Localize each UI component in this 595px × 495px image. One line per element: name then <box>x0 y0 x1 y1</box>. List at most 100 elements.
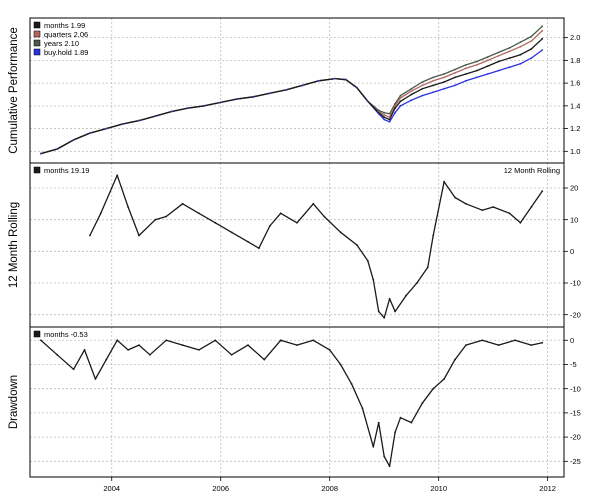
data-point <box>99 212 102 215</box>
data-point <box>530 206 533 208</box>
series-line-1 <box>40 38 543 155</box>
data-point <box>394 111 396 114</box>
y-tick-label: 1.2 <box>570 124 580 133</box>
data-point <box>247 344 249 346</box>
data-point <box>252 95 255 98</box>
data-point <box>383 118 386 121</box>
data-point <box>116 339 119 342</box>
data-point <box>312 202 315 205</box>
data-point <box>530 57 533 59</box>
data-point <box>465 67 467 70</box>
data-point <box>486 56 489 58</box>
panel-3: -25 -20 -15 -10 -5 0 Drawdown months -0.53 2004 2… <box>8 326 581 493</box>
y-tick-label: 10 <box>570 215 578 224</box>
data-point <box>230 231 233 234</box>
data-point <box>356 86 358 89</box>
legend-swatch <box>33 39 41 47</box>
data-point <box>432 76 435 79</box>
x-tick-label: 2008 <box>321 484 338 493</box>
data-point <box>301 84 304 87</box>
y-tick-label: 1.8 <box>570 56 580 65</box>
data-point <box>519 221 522 224</box>
data-point <box>138 234 140 237</box>
data-point <box>388 465 391 468</box>
data-point <box>383 455 386 458</box>
data-point <box>377 421 380 424</box>
x-tick-label: 2004 <box>103 484 120 493</box>
data-point <box>465 344 467 346</box>
data-point <box>268 92 271 95</box>
data-point <box>481 339 484 342</box>
data-point <box>454 68 456 71</box>
data-point <box>383 116 386 119</box>
data-point <box>154 115 157 117</box>
data-point <box>519 62 522 65</box>
data-point <box>421 87 424 90</box>
y-tick-label: 0 <box>570 336 574 345</box>
data-point <box>198 349 200 351</box>
data-point <box>388 112 391 115</box>
data-point <box>475 76 478 79</box>
data-point <box>399 94 402 97</box>
data-point <box>170 110 173 113</box>
y-tick-label: 1.6 <box>570 79 580 88</box>
data-point <box>110 187 113 189</box>
legend-swatch <box>33 48 41 56</box>
data-point <box>89 132 91 135</box>
data-point <box>492 206 495 208</box>
data-point <box>230 353 233 356</box>
data-point <box>486 73 489 75</box>
data-point <box>432 387 435 390</box>
data-point <box>519 41 522 44</box>
data-point <box>394 310 396 313</box>
data-point <box>454 76 456 79</box>
data-point <box>339 363 342 366</box>
data-point <box>454 72 456 74</box>
y-tick-label: -25 <box>570 457 581 466</box>
data-point <box>247 240 249 243</box>
data-point <box>138 344 140 346</box>
data-point <box>508 47 511 49</box>
data-point <box>454 196 456 199</box>
data-point <box>94 378 97 380</box>
data-point <box>508 57 511 59</box>
data-point <box>475 60 478 63</box>
panel-annotation: 12 Month Rolling <box>504 166 560 175</box>
data-point <box>323 215 326 218</box>
y-tick-label: 20 <box>570 184 578 193</box>
data-point <box>388 297 391 300</box>
data-point <box>356 244 358 246</box>
data-point <box>454 358 456 361</box>
data-point <box>399 416 402 419</box>
data-point <box>465 64 467 66</box>
data-point <box>312 339 315 342</box>
data-point <box>285 89 287 91</box>
legend-label: quarters 2.06 <box>44 30 88 39</box>
data-point <box>421 94 424 97</box>
data-point <box>481 209 484 212</box>
data-point <box>279 339 282 342</box>
data-point <box>394 107 396 109</box>
data-point <box>138 119 140 122</box>
y-tick-label: 0 <box>570 247 574 256</box>
data-point <box>443 378 445 380</box>
data-point <box>421 84 424 87</box>
data-point <box>383 316 386 319</box>
legend-label: years 2.10 <box>44 39 79 48</box>
data-point <box>361 407 364 409</box>
y-tick-label: -20 <box>570 433 581 442</box>
data-point <box>399 104 402 107</box>
y-axis-title: Drawdown <box>8 375 20 429</box>
y-tick-label: 1.0 <box>570 147 580 156</box>
data-point <box>40 152 42 155</box>
data-point <box>198 212 200 215</box>
data-point <box>339 231 342 234</box>
y-tick-label: -5 <box>570 360 577 369</box>
data-point <box>421 81 424 83</box>
data-point <box>165 339 168 342</box>
data-point <box>465 202 467 205</box>
data-point <box>203 104 206 107</box>
data-point <box>443 76 445 79</box>
data-point <box>410 90 413 92</box>
